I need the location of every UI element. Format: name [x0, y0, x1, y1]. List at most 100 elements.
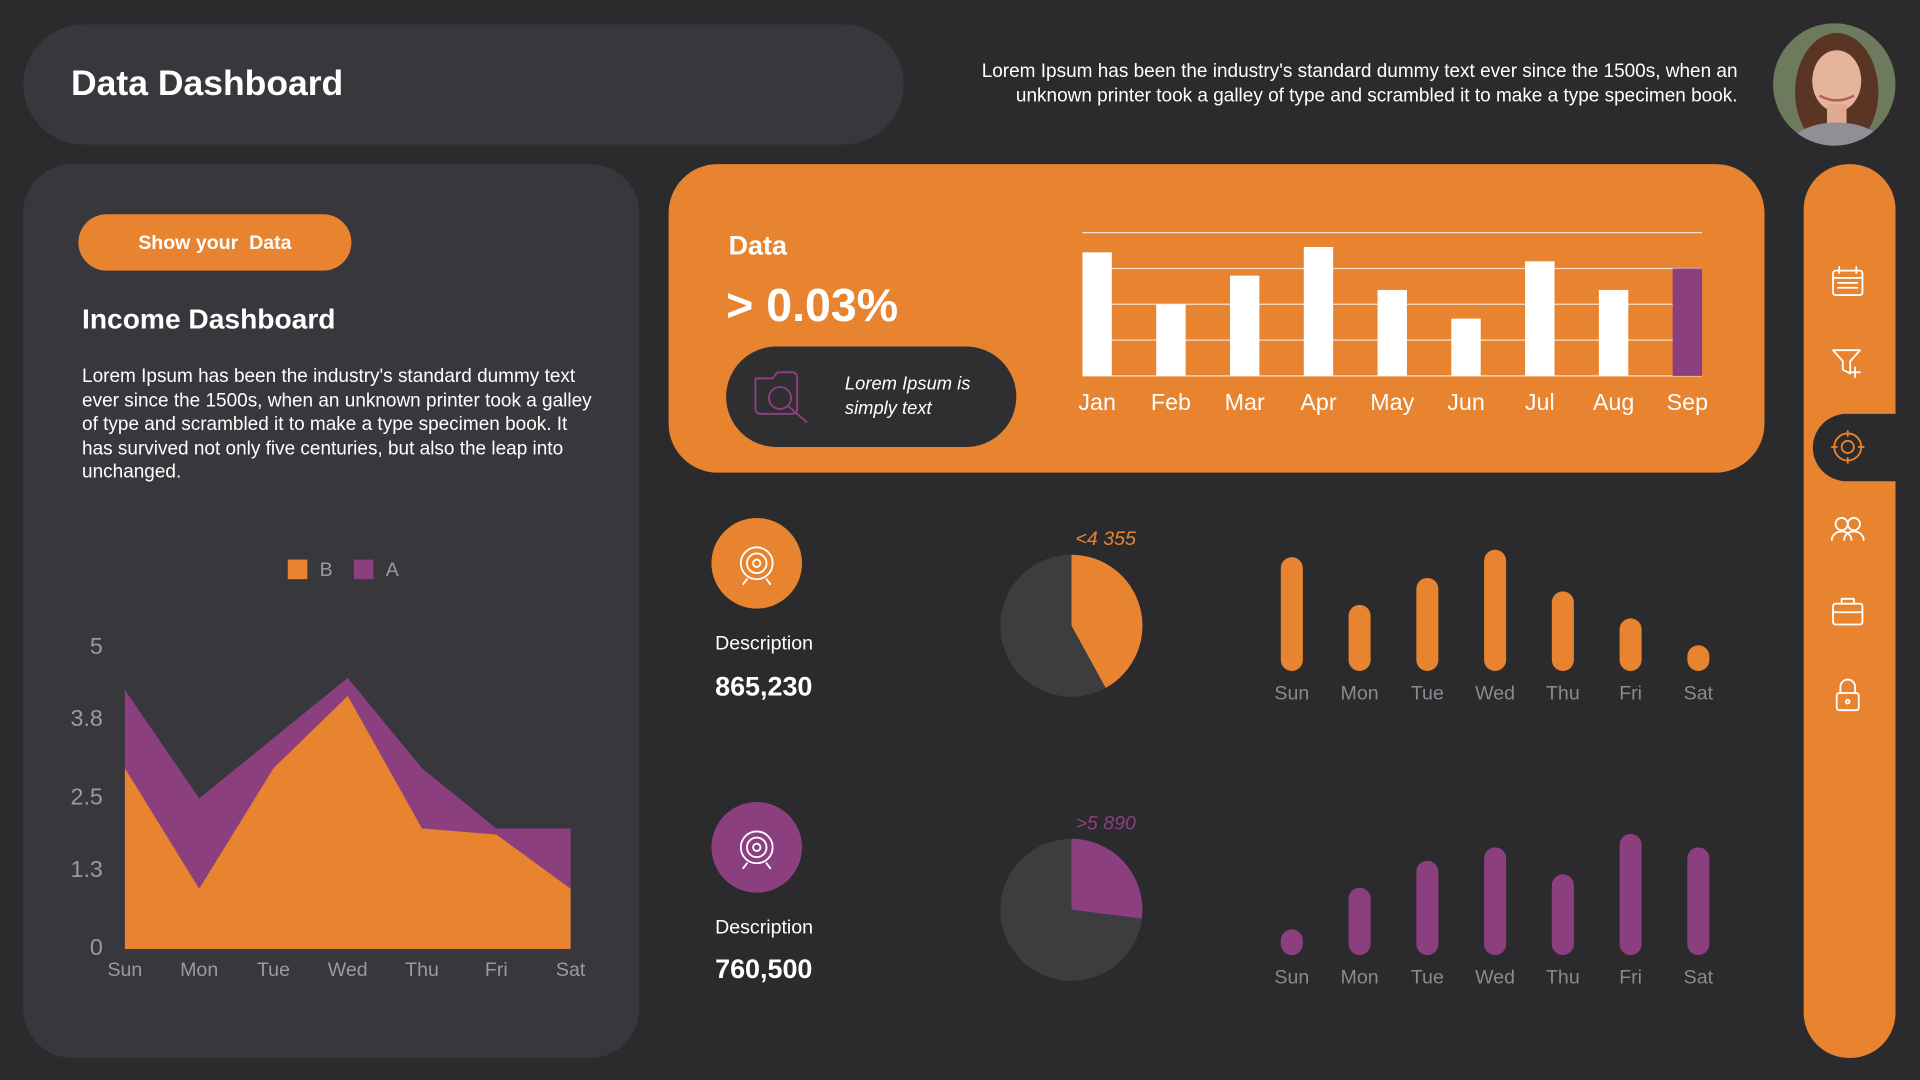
x-tick-label: Thu [1546, 682, 1580, 704]
pie-annotation: >5 890 [1075, 812, 1136, 834]
header-text: Lorem Ipsum has been the industry's stan… [981, 61, 1738, 107]
y-tick-label: 3.8 [71, 705, 103, 731]
x-tick-label: Thu [1546, 967, 1580, 989]
avatar[interactable] [1773, 23, 1896, 176]
x-tick-label: Tue [257, 959, 290, 981]
bar [1348, 887, 1371, 956]
x-tick-label: Apr [1300, 389, 1336, 415]
x-tick-label: Fri [1619, 682, 1642, 704]
bar [1619, 618, 1642, 672]
header-text-box: Lorem Ipsum has been the industry's stan… [981, 61, 1738, 107]
legend-swatch [353, 559, 374, 580]
x-tick-label: Sat [1684, 967, 1714, 989]
description-label: Description [715, 632, 813, 654]
legend-label: B [320, 559, 333, 581]
y-tick-label: 5 [90, 633, 103, 659]
y-tick-label: 1.3 [71, 856, 103, 882]
briefcase-icon[interactable] [1832, 597, 1864, 626]
pie-slice [1071, 838, 1143, 919]
bar [1348, 604, 1371, 672]
x-tick-label: May [1370, 389, 1414, 415]
lock-icon[interactable] [1835, 678, 1860, 712]
x-tick-label: Wed [1475, 682, 1515, 704]
bar [1416, 860, 1439, 956]
data-card-title: Data [729, 230, 788, 260]
pie-slice [1000, 838, 1142, 981]
panel-title: Income Dashboard [82, 303, 335, 334]
description-value: 865,230 [715, 671, 812, 701]
x-tick-label: Sun [107, 959, 142, 981]
x-tick-label: Sep [1667, 389, 1708, 415]
note-text: Lorem Ipsum is simply text [844, 373, 971, 419]
x-tick-label: Jan [1078, 389, 1116, 415]
pie-annotation: <4 355 [1075, 528, 1136, 550]
bar [1377, 289, 1407, 376]
bar [1451, 318, 1481, 376]
y-tick-label: 2.5 [71, 784, 103, 810]
x-tick-label: Tue [1411, 682, 1444, 704]
filter-icon[interactable] [1832, 349, 1861, 379]
bar [1082, 252, 1112, 376]
bar [1598, 289, 1629, 376]
panel-text-box: Lorem Ipsum has been the industry's stan… [82, 366, 592, 483]
bar [1525, 261, 1555, 376]
bar [1156, 304, 1186, 376]
x-tick-label: Feb [1151, 389, 1191, 415]
show-data-button[interactable] [78, 214, 352, 271]
panel-text: Lorem Ipsum has been the industry's stan… [82, 366, 592, 483]
x-tick-label: Sun [1274, 682, 1309, 704]
users-icon[interactable] [1830, 517, 1865, 541]
x-tick-label: Aug [1593, 389, 1634, 415]
bar [1551, 874, 1574, 956]
x-tick-label: Jul [1525, 389, 1555, 415]
bar [1303, 246, 1334, 376]
y-tick-label: 0 [90, 934, 103, 960]
search-icon [754, 371, 808, 424]
data-card-value: > 0.03% [726, 279, 898, 331]
x-tick-label: Sat [556, 959, 586, 981]
note-box: Lorem Ipsum is simply text [844, 373, 971, 419]
bar [1551, 591, 1574, 672]
bar [1672, 268, 1703, 376]
bar [1416, 577, 1439, 672]
bar [1484, 847, 1507, 956]
bar [1280, 929, 1303, 956]
description-value: 760,500 [715, 954, 812, 984]
bar [1687, 645, 1710, 672]
x-tick-label: Wed [1475, 967, 1515, 989]
bar [1619, 833, 1642, 956]
x-tick-label: Fri [485, 959, 508, 981]
x-tick-label: Fri [1619, 967, 1642, 989]
legend-label: A [386, 559, 400, 581]
area [124, 695, 571, 949]
settings-icon[interactable] [1830, 430, 1865, 464]
x-tick-label: Tue [1411, 967, 1444, 989]
x-tick-label: Mon [1341, 967, 1379, 989]
target-icon [739, 830, 774, 870]
description-label: Description [715, 916, 813, 938]
x-tick-label: Jun [1447, 389, 1485, 415]
bar [1687, 847, 1710, 956]
bar [1280, 557, 1303, 672]
pie-slice [1071, 554, 1143, 688]
page-title: Data Dashboard [71, 63, 343, 103]
legend-swatch [287, 559, 308, 580]
sidebar-active [1812, 413, 1920, 482]
calendar-icon[interactable] [1832, 266, 1864, 297]
x-tick-label: Thu [405, 959, 439, 981]
x-tick-label: Mon [180, 959, 218, 981]
x-tick-label: Wed [328, 959, 368, 981]
bar [1484, 549, 1507, 672]
x-tick-label: Sat [1684, 682, 1714, 704]
description-icon [711, 802, 803, 893]
x-tick-label: Mon [1341, 682, 1379, 704]
x-tick-label: Mar [1225, 389, 1265, 415]
bar [1230, 275, 1260, 376]
button-label[interactable]: Show your Data [138, 232, 292, 254]
target-icon [739, 546, 774, 585]
header-bar [23, 24, 904, 145]
note-pill [726, 346, 1017, 447]
pie-slice [1000, 554, 1106, 697]
